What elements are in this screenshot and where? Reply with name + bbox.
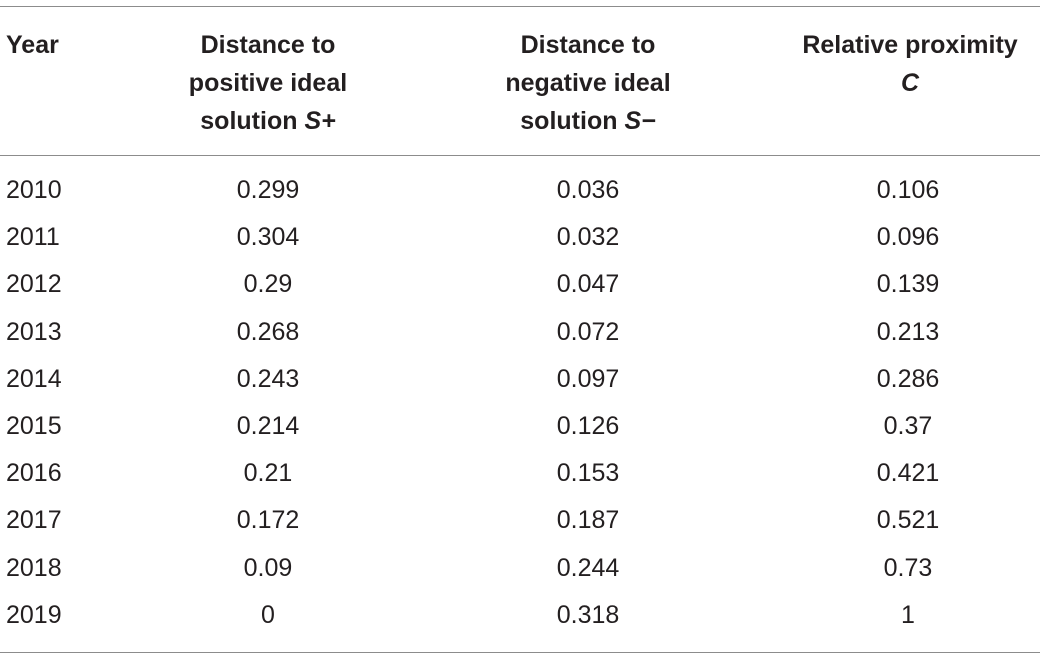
header-year: Year [6,31,59,59]
s-plus-symbol: S+ [304,107,336,135]
cell-year: 2016 [6,459,62,488]
table-row: 2016 0.21 0.153 0.421 [0,450,1040,497]
cell-distance-positive: 0.21 [243,459,293,488]
cell-distance-negative: 0.126 [556,411,620,440]
cell-year: 2017 [6,506,62,535]
cell-distance-positive: 0.09 [243,553,293,582]
table-row: 2011 0.304 0.032 0.096 [0,214,1040,261]
header-rule [0,155,1040,156]
table-row: 2010 0.299 0.036 0.106 [0,167,1040,214]
cell-distance-negative: 0.187 [556,506,620,535]
table-row: 2018 0.09 0.244 0.73 [0,545,1040,592]
table-row: 2017 0.172 0.187 0.521 [0,497,1040,544]
cell-year: 2010 [6,176,62,204]
cell-relative-proximity: 0.521 [876,506,940,535]
cell-relative-proximity: 0.286 [876,364,940,393]
cell-distance-positive: 0.172 [236,506,300,535]
table-body: 2010 0.299 0.036 0.106 2011 0.304 0.032 0.096 20… [0,167,1040,639]
header-distance-positive-line3: solution S+ [200,107,336,135]
cell-year: 2015 [6,411,62,440]
cell-relative-proximity: 0.106 [876,176,940,204]
table-row: 2013 0.268 0.072 0.213 [0,309,1040,356]
cell-relative-proximity: 0.73 [883,553,933,582]
cell-distance-positive: 0.29 [243,270,293,299]
top-rule [0,6,1040,7]
table-row: 2014 0.243 0.097 0.286 [0,356,1040,403]
cell-relative-proximity: 1 [901,600,915,629]
cell-year: 2011 [6,223,60,252]
cell-distance-negative: 0.036 [556,176,620,204]
cell-distance-positive: 0 [261,600,275,629]
c-symbol: C [900,69,920,97]
bottom-rule [0,652,1040,653]
cell-distance-negative: 0.047 [556,270,620,299]
cell-distance-negative: 0.097 [556,364,620,393]
header-distance-negative: Distance to negative ideal solution S− [488,26,688,140]
cell-distance-negative: 0.318 [556,600,620,629]
cell-distance-positive: 0.304 [236,223,300,252]
cell-relative-proximity: 0.421 [876,459,940,488]
cell-distance-negative: 0.153 [556,459,620,488]
table-row: 2019 0 0.318 1 [0,592,1040,639]
header-distance-positive: Distance to positive ideal solution S+ [168,26,368,140]
cell-relative-proximity: 0.139 [876,270,940,299]
table-row: 2015 0.214 0.126 0.37 [0,403,1040,450]
cell-distance-positive: 0.243 [236,364,300,393]
table-row: 2012 0.29 0.047 0.139 [0,261,1040,308]
s-minus-symbol: S− [624,107,656,135]
cell-distance-positive: 0.299 [236,176,300,204]
cell-distance-negative: 0.072 [556,317,620,346]
cell-year: 2014 [6,364,62,393]
cell-distance-negative: 0.244 [556,553,620,582]
cell-distance-positive: 0.214 [236,411,300,440]
cell-year: 2019 [6,600,62,629]
cell-relative-proximity: 0.37 [883,411,933,440]
cell-year: 2018 [6,553,62,582]
cell-distance-negative: 0.032 [556,223,620,252]
cell-year: 2012 [6,270,62,299]
header-distance-negative-line3: solution S− [520,107,656,135]
cell-relative-proximity: 0.096 [876,223,940,252]
header-relative-proximity: Relative proximity C [802,31,1018,97]
cell-year: 2013 [6,317,62,346]
cell-distance-positive: 0.268 [236,317,300,346]
cell-relative-proximity: 0.213 [876,317,940,346]
